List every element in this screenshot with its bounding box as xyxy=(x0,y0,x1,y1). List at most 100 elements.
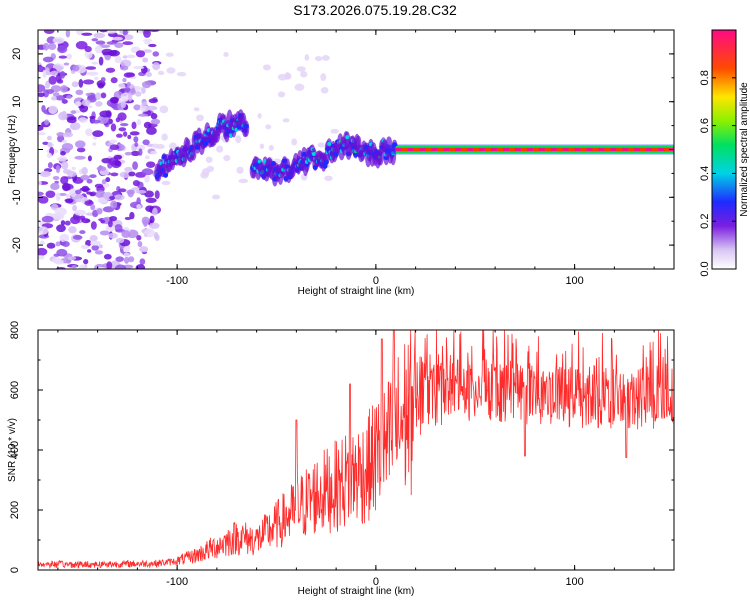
noise-blob xyxy=(56,132,65,137)
noise-blob xyxy=(148,43,157,48)
noise-blob xyxy=(56,224,66,233)
noise-blob xyxy=(45,80,50,89)
noise-blob xyxy=(46,242,56,249)
noise-blob xyxy=(129,131,140,136)
noise-blob xyxy=(86,71,99,76)
noise-blob xyxy=(143,228,155,238)
noise-blob xyxy=(109,144,120,151)
noise-blob xyxy=(81,166,88,176)
noise-blob xyxy=(124,87,131,93)
noise-blob xyxy=(118,83,126,89)
noise-blob xyxy=(106,41,117,45)
noise-blob xyxy=(145,197,157,203)
colorbar-tick-label: 0.4 xyxy=(699,166,711,181)
noise-blob xyxy=(72,64,80,72)
noise-blob xyxy=(63,62,70,66)
noise-blob xyxy=(105,224,116,232)
noise-blob xyxy=(114,42,124,49)
noise-blob xyxy=(51,96,57,101)
noise-blob xyxy=(78,117,88,124)
noise-blob xyxy=(87,105,93,109)
noise-blob xyxy=(121,230,131,239)
noise-blob xyxy=(98,244,103,249)
noise-blob xyxy=(100,92,107,99)
noise-blob xyxy=(136,119,142,126)
noise-blob xyxy=(86,191,92,195)
noise-blob xyxy=(43,30,55,34)
noise-blob xyxy=(90,240,101,246)
noise-blob xyxy=(141,168,154,176)
noise-blob xyxy=(78,264,87,269)
noise-blob xyxy=(100,219,106,224)
noise-blob xyxy=(70,216,81,225)
line-segment xyxy=(634,148,641,151)
faint-blob xyxy=(223,51,229,58)
noise-blob xyxy=(71,166,76,171)
faint-blob xyxy=(238,178,249,184)
noise-blob xyxy=(120,65,129,71)
trace-mid xyxy=(323,159,329,165)
noise-blob xyxy=(38,124,44,131)
noise-blob xyxy=(114,264,127,269)
trace-mid xyxy=(163,172,169,178)
noise-blob xyxy=(146,126,157,135)
noise-blob xyxy=(56,266,66,269)
noise-blob xyxy=(129,211,135,220)
noise-blob xyxy=(38,191,44,196)
faint-blob xyxy=(291,138,298,146)
trace-mid xyxy=(243,123,249,129)
noise-blob xyxy=(144,41,151,45)
noise-blob xyxy=(83,259,89,265)
noise-blob xyxy=(68,226,77,234)
colorbar-tick-label: 0.8 xyxy=(699,70,711,85)
noise-blob xyxy=(103,253,112,260)
faint-blob xyxy=(205,156,213,163)
faint-blob xyxy=(176,71,187,77)
noise-blob xyxy=(141,86,146,94)
line-segment xyxy=(610,148,617,151)
snr-xlabel: Height of straight line (km) xyxy=(298,586,415,597)
noise-blob xyxy=(38,92,45,98)
noise-blob xyxy=(47,162,53,169)
faint-blob xyxy=(257,113,262,119)
y-tick-label: 10 xyxy=(11,96,23,108)
noise-blob xyxy=(89,174,97,179)
faint-blob xyxy=(155,143,165,150)
noise-blob xyxy=(109,216,118,222)
faint-blob xyxy=(211,194,221,200)
noise-blob xyxy=(133,104,141,111)
noise-blob xyxy=(120,92,131,101)
noise-blob xyxy=(128,256,135,263)
noise-blob xyxy=(137,113,149,117)
line-segment xyxy=(562,148,569,151)
noise-blob xyxy=(128,171,136,177)
noise-blob xyxy=(130,150,141,157)
noise-blob xyxy=(109,96,120,104)
noise-blob xyxy=(57,156,68,162)
noise-blob xyxy=(109,195,116,200)
noise-blob xyxy=(149,222,160,229)
noise-blob xyxy=(61,99,68,104)
line-segment xyxy=(431,148,438,151)
noise-blob xyxy=(150,150,158,155)
faint-blob xyxy=(157,70,165,76)
line-segment xyxy=(646,148,653,151)
noise-blob xyxy=(65,198,73,204)
y-tick-label: 20 xyxy=(11,48,23,60)
trace-mid xyxy=(322,163,328,169)
noise-blob xyxy=(99,110,112,118)
noise-blob xyxy=(60,220,66,226)
line-segment xyxy=(550,148,557,151)
noise-blob xyxy=(62,132,74,138)
noise-blob xyxy=(38,84,46,93)
noise-blob xyxy=(56,248,68,257)
noise-blob xyxy=(94,76,99,80)
noise-blob xyxy=(142,49,153,53)
noise-blob xyxy=(144,155,150,160)
line-segment xyxy=(467,148,474,151)
noise-blob xyxy=(42,42,50,51)
noise-blob xyxy=(55,192,61,201)
faint-blob xyxy=(320,86,329,94)
